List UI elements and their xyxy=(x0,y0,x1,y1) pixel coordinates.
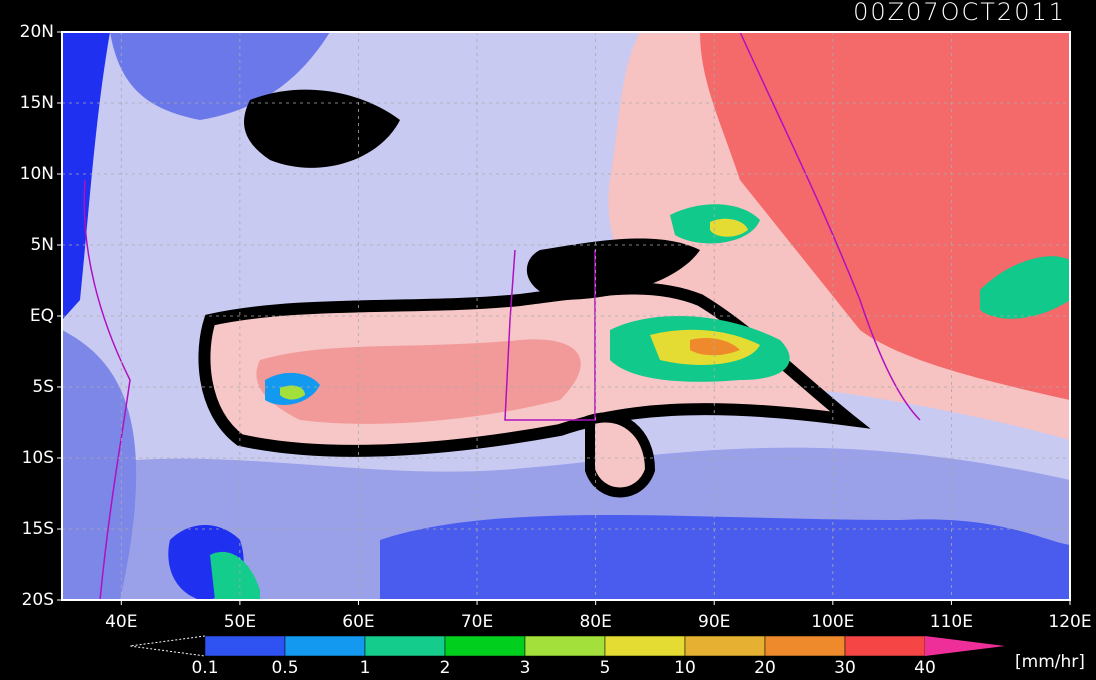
colorbar-label: 1 xyxy=(360,658,371,678)
map-frame xyxy=(61,31,1071,601)
lon-tick-label: 100E xyxy=(811,612,854,632)
colorbar-label: 3 xyxy=(520,658,531,678)
colorbar-label: 30 xyxy=(834,658,856,678)
colorbar-segment xyxy=(364,635,446,657)
colorbar-label: 20 xyxy=(754,658,776,678)
colorbar-label: 2 xyxy=(440,658,451,678)
lon-tick-label: 110E xyxy=(930,612,973,632)
colorbar-label: 10 xyxy=(674,658,696,678)
colorbar-over-arrow xyxy=(925,636,1005,656)
lat-tick-label: 5S xyxy=(32,377,54,397)
lat-tick-label: 20N xyxy=(20,22,54,42)
colorbar-segment xyxy=(204,635,286,657)
precip-field xyxy=(62,32,1070,600)
map-title: 00Z07OCT2011 xyxy=(853,0,1066,26)
colorbar: 0.1 0.5 1 2 3 5 10 20 30 40 xyxy=(129,635,1005,678)
lat-tick-label: 15N xyxy=(20,93,54,113)
lat-tick-label: 10S xyxy=(22,448,54,468)
lat-tick-label: 5N xyxy=(30,235,54,255)
colorbar-label: 40 xyxy=(914,658,936,678)
colorbar-segment xyxy=(604,635,686,657)
colorbar-label: 0.1 xyxy=(191,658,218,678)
lat-tick-label: 15S xyxy=(22,519,54,539)
graticule: 40E 50E 60E 70E 80E 90E 100E 110E 120E 20N 15N 10N 5… xyxy=(20,22,1092,632)
lon-tick-label: 90E xyxy=(698,612,730,632)
lon-tick-label: 50E xyxy=(224,612,256,632)
colorbar-segment xyxy=(444,635,526,657)
colorbar-segment xyxy=(844,635,926,657)
colorbar-label: 0.5 xyxy=(271,658,298,678)
lat-tick-label: 20S xyxy=(22,590,54,610)
colorbar-segment xyxy=(524,635,606,657)
lon-tick-label: 70E xyxy=(461,612,493,632)
lon-tick-label: 120E xyxy=(1048,612,1091,632)
lat-tick-label: EQ xyxy=(30,306,54,326)
colorbar-under-arrow xyxy=(129,635,206,657)
colorbar-segment xyxy=(764,635,846,657)
lon-tick-label: 60E xyxy=(342,612,374,632)
lat-tick-label: 10N xyxy=(20,164,54,184)
colorbar-unit: [mm/hr] xyxy=(1015,652,1085,672)
colorbar-segment xyxy=(284,635,366,657)
lon-tick-label: 80E xyxy=(579,612,611,632)
colorbar-segment xyxy=(684,635,766,657)
colorbar-label: 5 xyxy=(600,658,611,678)
lon-tick-label: 40E xyxy=(105,612,137,632)
